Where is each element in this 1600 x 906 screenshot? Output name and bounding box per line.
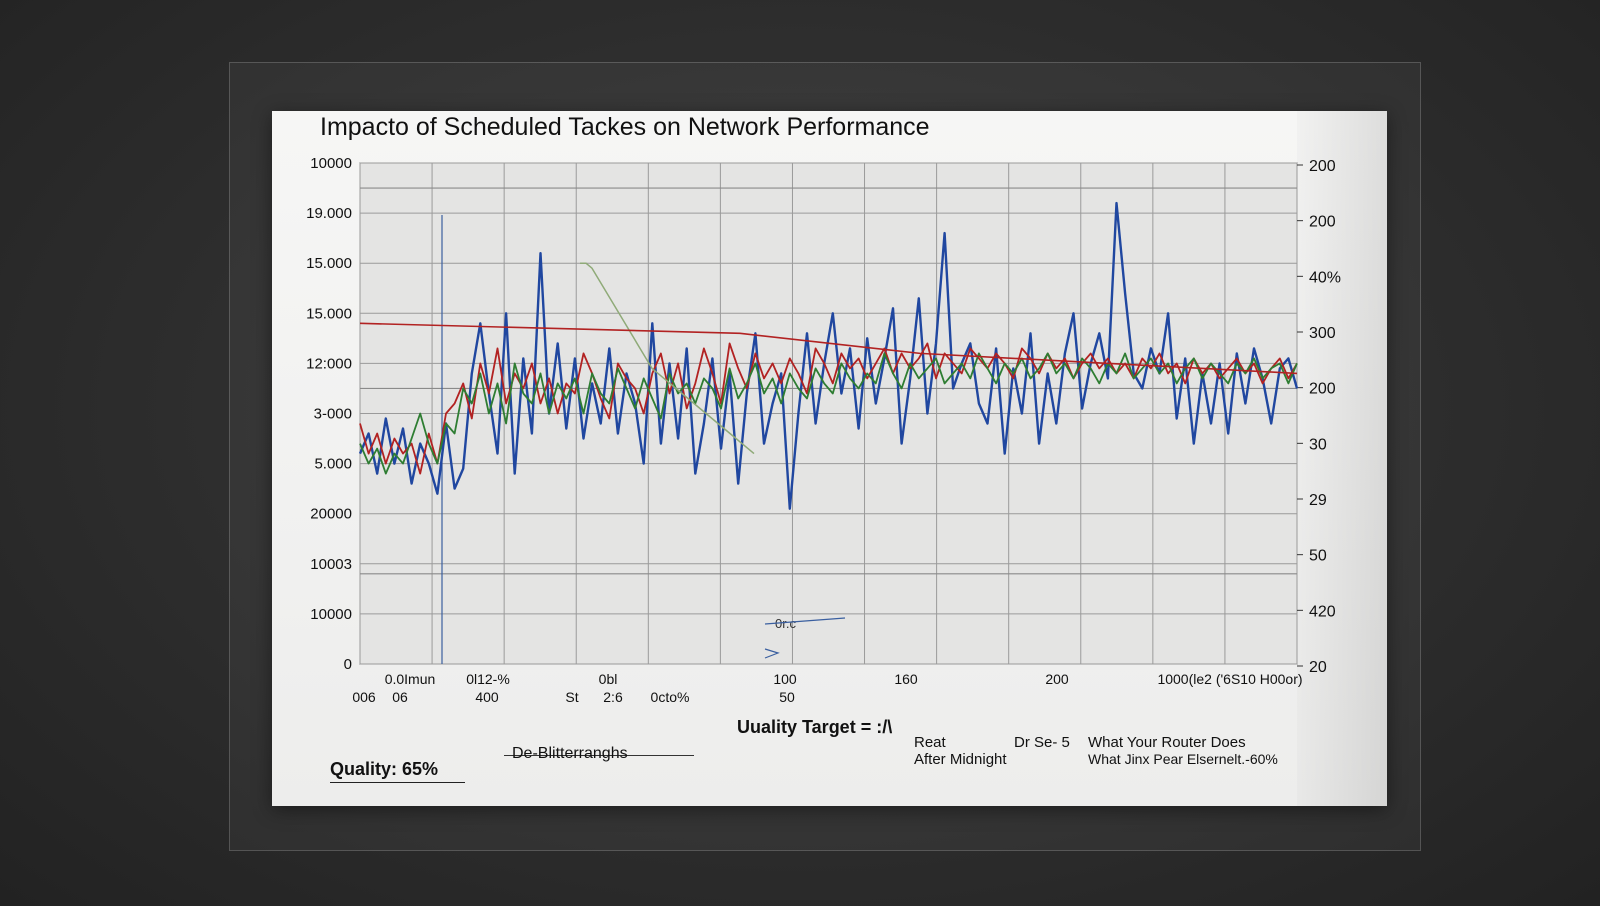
x-tick-label: 400	[475, 689, 499, 705]
quality-label: Quality: 65%	[330, 759, 465, 783]
y-left-tick-label: 10000	[310, 155, 352, 172]
annotation-arrow-head	[764, 648, 780, 659]
annotation-arrow	[764, 617, 846, 625]
series-line	[580, 262, 755, 455]
x-tick-label: 0bl	[599, 671, 618, 687]
x-tick-label: 006	[352, 689, 376, 705]
x-tick-label: 100	[773, 671, 797, 687]
x-tick-label: St	[565, 689, 578, 705]
x-tick-label: 200	[1045, 671, 1069, 687]
y-right-tick-label: 50	[1309, 548, 1327, 565]
footer-col2: Dr Se- 5	[1014, 734, 1070, 751]
y-right-tick-label: 40%	[1309, 269, 1341, 286]
series-line	[359, 352, 1298, 475]
footer-col1-line1: Reat	[914, 734, 946, 751]
footer-desc: De-Blitterranghs	[512, 745, 628, 762]
footer-col3-line1: What Your Router Does	[1088, 734, 1246, 751]
x-tick-label: 1000(le2 ('6S10 H00or)	[1157, 671, 1302, 687]
y-right-tick-label: 20	[1309, 659, 1327, 676]
y-right-tick-label: 200	[1309, 158, 1336, 175]
y-left-tick-label: 5.000	[314, 456, 352, 473]
x-tick-label: 06	[392, 689, 408, 705]
annotation-label: 0r.c	[775, 616, 796, 631]
y-right-tick-label: 29	[1309, 492, 1327, 509]
y-left-tick-label: 15.000	[306, 255, 352, 272]
series-line	[358, 201, 1299, 510]
y-left-tick-label: 3-000	[314, 406, 352, 423]
red-trend-line	[359, 322, 1298, 375]
y-left-tick-label: 20000	[310, 506, 352, 523]
line-chart: 10000 19.000 15.000 15.000 12:000 3-000 5.000 2…	[306, 155, 1341, 705]
y-left-tick-label: 19.000	[306, 205, 352, 222]
chart-paper: Impacto of Scheduled Tackes on Network P…	[272, 111, 1387, 806]
y-right-tick-label: 30	[1309, 436, 1327, 453]
series-line	[359, 342, 1298, 475]
x-tick-label: 0cto%	[651, 689, 690, 705]
y-left-tick-label: 0	[344, 656, 352, 673]
quality-target-label: Uuality Target = :/\	[737, 717, 893, 737]
y-left-tick-label: 12:000	[306, 355, 352, 372]
paper-fold	[1297, 111, 1387, 806]
y-right-tick-label: 200	[1309, 381, 1336, 398]
chart-title: Impacto of Scheduled Tackes on Network P…	[320, 113, 930, 141]
y-right-tick-label: 300	[1309, 325, 1336, 342]
x-tick-label: 160	[894, 671, 918, 687]
footer-divider	[504, 755, 694, 756]
y-left-tick-label: 15.000	[306, 305, 352, 322]
y-right-tick-label: 420	[1309, 603, 1336, 620]
footer-col3-line2: What Jinx Pear Elsernelt.-60%	[1088, 751, 1278, 767]
x-tick-label: 0l12-%	[466, 671, 510, 687]
y-right-tick-label: 200	[1309, 214, 1336, 231]
x-tick-label: 50	[779, 689, 795, 705]
x-tick-label: 0.0Imun	[385, 671, 436, 687]
x-tick-label: 2:6	[603, 689, 623, 705]
y-left-tick-label: 10003	[310, 556, 352, 573]
y-left-tick-label: 10000	[310, 606, 352, 623]
footer-col1-line2: After Midnight	[914, 751, 1007, 768]
